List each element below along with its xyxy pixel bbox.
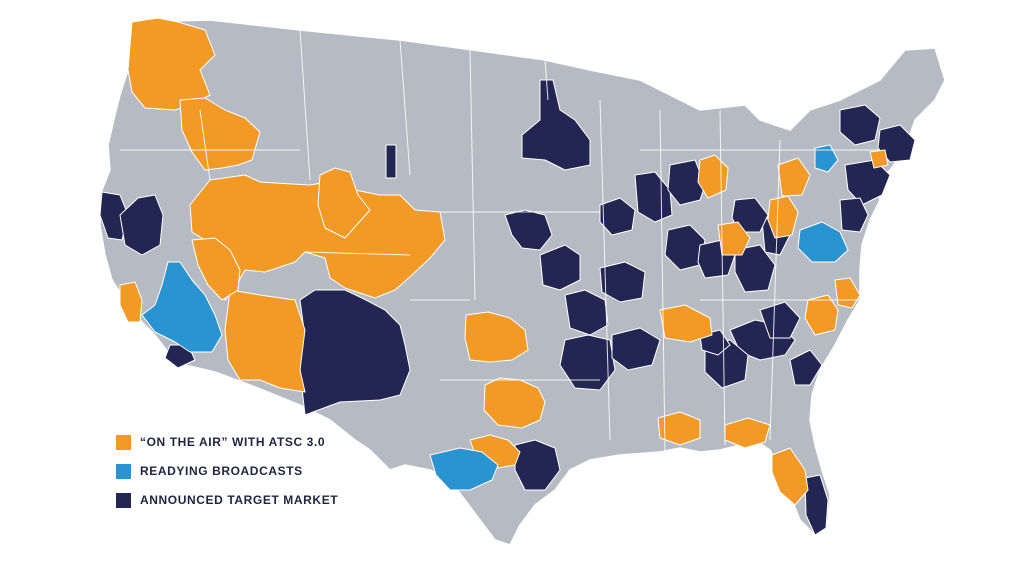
market-sacramento bbox=[99, 191, 129, 241]
market-buffalo bbox=[777, 157, 811, 197]
legend-label-readying: READYING BROADCASTS bbox=[140, 464, 303, 478]
market-nashville bbox=[659, 304, 713, 343]
legend-swatch-readying bbox=[116, 463, 131, 479]
market-little-rock bbox=[559, 334, 616, 391]
market-colorado bbox=[317, 167, 371, 239]
market-boston bbox=[877, 124, 916, 163]
readying-markets bbox=[141, 144, 849, 491]
market-hartford bbox=[869, 149, 889, 169]
market-houston bbox=[514, 439, 561, 491]
market-mobile bbox=[657, 411, 701, 446]
announced-markets bbox=[99, 79, 916, 536]
market-washington-dc bbox=[797, 221, 849, 263]
market-montana-sliver bbox=[385, 144, 397, 179]
market-pacific-northwest bbox=[127, 17, 216, 111]
market-st-louis bbox=[599, 261, 646, 303]
legend: “ON THE AIR” WITH ATSC 3.0 READYING BROA… bbox=[116, 432, 338, 519]
market-borders bbox=[120, 29, 880, 451]
legend-item-readying: READYING BROADCASTS bbox=[116, 461, 338, 481]
legend-swatch-on-air bbox=[116, 434, 131, 450]
market-cincinnati bbox=[734, 244, 776, 293]
market-syracuse bbox=[814, 144, 839, 173]
legend-item-on-air: “ON THE AIR” WITH ATSC 3.0 bbox=[116, 432, 338, 452]
market-los-angeles bbox=[141, 261, 223, 353]
legend-label-announced: ANNOUNCED TARGET MARKET bbox=[140, 493, 339, 507]
market-raleigh bbox=[804, 294, 839, 336]
legend-swatch-announced bbox=[116, 492, 131, 508]
market-grand-rapids bbox=[667, 159, 706, 206]
market-orlando-tampa bbox=[771, 447, 809, 506]
market-central-coast-ca bbox=[119, 281, 143, 323]
market-burlington bbox=[839, 104, 881, 146]
market-oklahoma-city bbox=[464, 311, 529, 363]
market-minneapolis bbox=[521, 79, 591, 171]
market-idaho bbox=[179, 97, 261, 171]
market-myrtle-beach bbox=[789, 349, 823, 386]
market-chicago bbox=[634, 171, 673, 223]
border-line bbox=[120, 29, 880, 451]
market-san-antonio bbox=[429, 447, 499, 491]
market-columbus bbox=[717, 221, 751, 256]
market-memphis bbox=[611, 327, 661, 371]
market-charlotte bbox=[759, 301, 801, 339]
legend-label-on-air: “ON THE AIR” WITH ATSC 3.0 bbox=[140, 435, 326, 449]
market-tulsa bbox=[564, 289, 609, 336]
market-cleveland bbox=[731, 197, 769, 233]
market-milwaukee bbox=[599, 197, 636, 236]
market-arizona bbox=[224, 289, 306, 393]
market-kansas-city bbox=[539, 244, 581, 291]
market-las-vegas bbox=[191, 237, 241, 301]
market-philadelphia bbox=[839, 197, 869, 233]
legend-item-announced: ANNOUNCED TARGET MARKET bbox=[116, 490, 338, 510]
market-omaha bbox=[504, 209, 553, 251]
market-bay-area bbox=[119, 194, 164, 256]
market-west-palm bbox=[804, 474, 829, 536]
market-dallas bbox=[483, 377, 546, 429]
on-air-markets bbox=[119, 17, 889, 506]
